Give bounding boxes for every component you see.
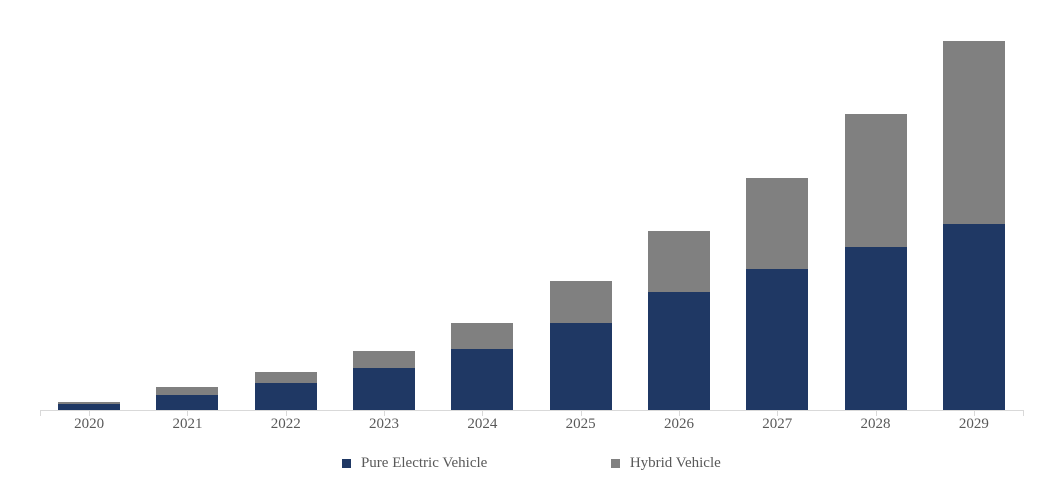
x-axis-label: 2027 <box>728 416 826 433</box>
bar-segment <box>845 114 907 247</box>
x-axis-label: 2020 <box>40 416 138 433</box>
legend-label-pure-electric: Pure Electric Vehicle <box>361 455 487 471</box>
bar-segment <box>746 178 808 269</box>
bar-segment <box>845 247 907 410</box>
bar-segment <box>550 323 612 410</box>
bar-segment <box>648 231 710 292</box>
bar-segment <box>255 372 317 383</box>
legend: Pure Electric Vehicle Hybrid Vehicle <box>40 455 1023 485</box>
legend-item-hybrid: Hybrid Vehicle <box>611 455 721 472</box>
x-axis-label: 2022 <box>237 416 335 433</box>
x-axis-label: 2028 <box>826 416 924 433</box>
x-tick <box>1023 410 1024 416</box>
plot-area <box>40 30 1023 411</box>
bar-segment <box>451 349 513 410</box>
x-axis-label: 2026 <box>630 416 728 433</box>
bar-segment <box>255 383 317 410</box>
legend-label-hybrid: Hybrid Vehicle <box>630 455 721 471</box>
bar-segment <box>451 323 513 350</box>
bar-segment <box>353 351 415 368</box>
x-axis-label: 2023 <box>335 416 433 433</box>
bar-segment <box>746 269 808 410</box>
bar-segment <box>550 281 612 323</box>
bar-segment <box>58 402 120 404</box>
bar-segment <box>156 395 218 410</box>
bar-segment <box>943 41 1005 223</box>
legend-swatch-pure-electric <box>342 459 351 468</box>
legend-swatch-hybrid <box>611 459 620 468</box>
bar-segment <box>648 292 710 410</box>
bar-segment <box>943 224 1005 410</box>
legend-item-pure-electric: Pure Electric Vehicle <box>342 455 487 472</box>
x-axis-labels: 2020202120222023202420252026202720282029 <box>40 416 1023 441</box>
bar-segment <box>156 387 218 395</box>
x-axis-label: 2021 <box>138 416 236 433</box>
x-axis-label: 2029 <box>925 416 1023 433</box>
chart-container: 2020202120222023202420252026202720282029… <box>0 0 1063 502</box>
x-axis-label: 2024 <box>433 416 531 433</box>
bar-segment <box>353 368 415 410</box>
x-axis-label: 2025 <box>532 416 630 433</box>
